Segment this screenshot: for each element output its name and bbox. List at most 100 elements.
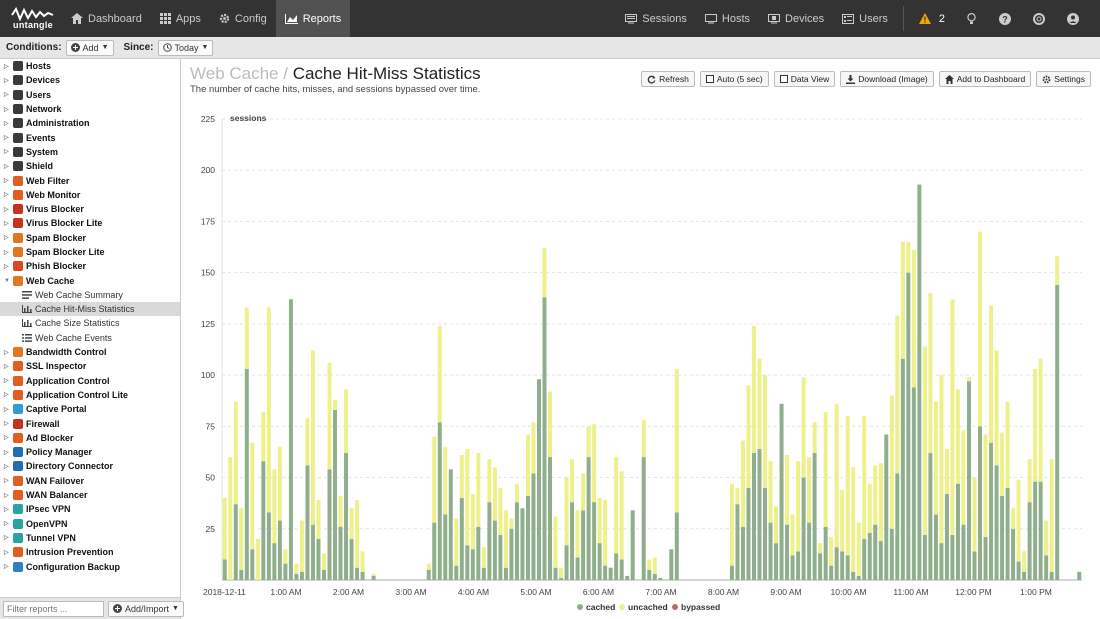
nav-account[interactable] [1056,0,1090,37]
bar-uncached[interactable] [525,434,530,496]
bar-uncached[interactable] [801,377,806,478]
bar-cached[interactable] [233,504,238,580]
bar-uncached[interactable] [481,547,486,568]
bar-uncached[interactable] [1027,459,1032,503]
sidebar-item-web-cache[interactable]: ▼ Web Cache [0,273,180,287]
triangle-right-icon[interactable]: ▷ [4,406,9,413]
bar-cached[interactable] [796,551,801,580]
bar-cached[interactable] [514,502,519,580]
bar-cached[interactable] [1055,284,1060,580]
bar-uncached[interactable] [454,518,459,566]
bar-uncached[interactable] [978,231,982,427]
bar-uncached[interactable] [740,440,745,527]
bar-uncached[interactable] [647,559,652,570]
bar-cached[interactable] [261,461,266,580]
bar-uncached[interactable] [294,563,299,574]
triangle-right-icon[interactable]: ▷ [4,63,9,70]
bar-cached[interactable] [1038,481,1043,580]
report-item-web-cache-summary[interactable]: Web Cache Summary [0,288,180,302]
sidebar-item-hosts[interactable]: ▷ Hosts [0,59,180,73]
sidebar-item-directory-connector[interactable]: ▷ Directory Connector [0,459,180,473]
bar-uncached[interactable] [785,455,790,525]
bar-cached[interactable] [1033,481,1038,580]
sidebar-item-users[interactable]: ▷ Users [0,88,180,102]
bar-uncached[interactable] [928,293,933,453]
bar-cached[interactable] [856,575,861,580]
bar-uncached[interactable] [239,508,244,570]
sidebar-item-system[interactable]: ▷ System [0,145,180,159]
bar-cached[interactable] [344,452,349,580]
bar-uncached[interactable] [983,434,988,537]
bar-cached[interactable] [674,512,679,580]
bar-uncached[interactable] [619,471,624,560]
add-to-dashboard-button[interactable]: Add to Dashboard [938,71,1032,87]
triangle-right-icon[interactable]: ▷ [4,392,9,399]
bar-cached[interactable] [944,493,949,580]
sidebar-item-bandwidth-control[interactable]: ▷ Bandwidth Control [0,345,180,359]
bar-cached[interactable] [426,569,431,580]
sidebar-item-application-control-lite[interactable]: ▷ Application Control Lite [0,388,180,402]
triangle-right-icon[interactable]: ▷ [4,120,9,127]
sidebar-item-firewall[interactable]: ▷ Firewall [0,416,180,430]
bar-cached[interactable] [900,358,905,580]
bar-uncached[interactable] [967,377,971,382]
bar-cached[interactable] [851,571,856,580]
bar-cached[interactable] [895,473,900,580]
bar-cached[interactable] [575,557,580,580]
triangle-right-icon[interactable]: ▷ [4,235,9,242]
nav-reports[interactable]: Reports [275,0,351,37]
bar-cached[interactable] [911,387,916,580]
nav-apps[interactable]: Apps [151,0,210,37]
bar-uncached[interactable] [299,520,304,572]
sidebar-item-ssl-inspector[interactable]: ▷ SSL Inspector [0,359,180,373]
filter-reports-input[interactable] [3,600,104,617]
nav-devices[interactable]: Devices [759,0,833,37]
sidebar-item-spam-blocker[interactable]: ▷ Spam Blocker [0,231,180,245]
bar-uncached[interactable] [939,375,944,544]
bar-cached[interactable] [432,522,437,580]
bar-uncached[interactable] [514,483,519,503]
bar-cached[interactable] [338,526,343,580]
sidebar-item-policy-manager[interactable]: ▷ Policy Manager [0,445,180,459]
bar-uncached[interactable] [955,389,960,484]
triangle-right-icon[interactable]: ▷ [4,135,9,142]
sidebar-item-configuration-backup[interactable]: ▷ Configuration Backup [0,559,180,573]
bar-uncached[interactable] [614,457,619,554]
bar-cached[interactable] [498,534,503,580]
report-item-cache-hit-miss-statistics[interactable]: Cache Hit-Miss Statistics [0,302,180,317]
triangle-right-icon[interactable]: ▷ [4,163,9,170]
bar-uncached[interactable] [443,446,448,515]
bar-uncached[interactable] [603,500,608,566]
bar-uncached[interactable] [570,459,575,503]
nav-sessions[interactable]: Sessions [616,0,696,37]
bar-uncached[interactable] [1038,358,1043,482]
bar-uncached[interactable] [470,493,475,550]
bar-cached[interactable] [592,502,597,580]
sidebar-item-captive-portal[interactable]: ▷ Captive Portal [0,402,180,416]
bar-uncached[interactable] [542,248,547,298]
bar-uncached[interactable] [575,510,580,558]
bar-uncached[interactable] [878,463,883,542]
bar-uncached[interactable] [950,299,955,535]
bar-cached[interactable] [581,510,586,580]
bar-cached[interactable] [222,559,227,580]
bar-cached[interactable] [1049,571,1054,580]
bar-uncached[interactable] [961,430,966,525]
nav-support[interactable] [1022,0,1056,37]
bar-cached[interactable] [564,545,569,580]
bar-uncached[interactable] [796,461,801,552]
bar-cached[interactable] [917,184,922,580]
bar-cached[interactable] [1016,561,1021,580]
sidebar-item-tunnel-vpn[interactable]: ▷ Tunnel VPN [0,531,180,545]
bar-uncached[interactable] [548,391,552,458]
triangle-right-icon[interactable]: ▷ [4,178,9,185]
bar-cached[interactable] [862,539,867,580]
bar-uncached[interactable] [845,416,850,556]
bar-cached[interactable] [752,452,756,580]
bar-cached[interactable] [448,469,453,580]
bar-cached[interactable] [305,465,310,580]
bar-uncached[interactable] [994,350,999,466]
auto-refresh-toggle[interactable]: Auto (5 sec) [699,71,769,87]
nav-hosts[interactable]: Hosts [696,0,759,37]
bar-cached[interactable] [288,299,293,580]
